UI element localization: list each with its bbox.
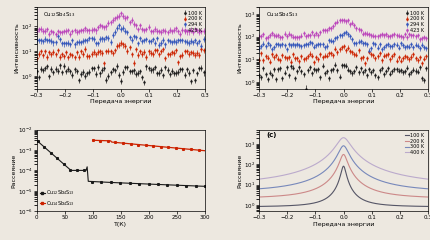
X-axis label: Передача энергии: Передача энергии bbox=[313, 222, 374, 227]
Y-axis label: Рассеяние: Рассеяние bbox=[237, 153, 243, 187]
300 K bbox=[380, 180, 385, 183]
Legend: 100 K, 200 K, 294 K, 423 K: 100 K, 200 K, 294 K, 423 K bbox=[182, 10, 203, 34]
400 K bbox=[379, 167, 384, 170]
200 K bbox=[277, 194, 282, 197]
200 K bbox=[380, 191, 385, 194]
300 K bbox=[257, 187, 262, 190]
400 K bbox=[380, 168, 385, 171]
400 K bbox=[425, 178, 430, 180]
100 K bbox=[363, 199, 368, 202]
X-axis label: Передача энергии: Передача энергии bbox=[90, 99, 151, 104]
100 K bbox=[312, 202, 317, 204]
100 K bbox=[257, 205, 262, 208]
300 K bbox=[323, 168, 329, 171]
Line: 100 K: 100 K bbox=[259, 166, 428, 206]
X-axis label: T(К): T(К) bbox=[114, 222, 127, 227]
200 K bbox=[425, 196, 430, 198]
400 K bbox=[257, 178, 262, 180]
Y-axis label: Рассеяние: Рассеяние bbox=[12, 153, 16, 187]
300 K bbox=[379, 180, 384, 182]
Text: Cu$_{14}$Sb$_4$S$_{13}$: Cu$_{14}$Sb$_4$S$_{13}$ bbox=[266, 10, 298, 18]
100 K bbox=[341, 165, 346, 168]
Legend: 100 K, 200 K, 300 K, 400 K: 100 K, 200 K, 300 K, 400 K bbox=[405, 132, 425, 156]
Legend: Cu$_{12}$Sb$_4$S$_{13}$, Cu$_{14}$Sb$_4$S$_{13}$: Cu$_{12}$Sb$_4$S$_{13}$, Cu$_{14}$Sb$_4$… bbox=[39, 188, 76, 209]
200 K bbox=[379, 191, 384, 193]
200 K bbox=[257, 196, 262, 198]
400 K bbox=[323, 156, 329, 158]
Legend: 100 K, 200 K, 294 K, 423 K: 100 K, 200 K, 294 K, 423 K bbox=[405, 10, 425, 34]
400 K bbox=[277, 174, 282, 177]
Text: Cu$_{12}$Sb$_4$S$_{13}$: Cu$_{12}$Sb$_4$S$_{13}$ bbox=[43, 10, 76, 18]
300 K bbox=[425, 187, 430, 190]
400 K bbox=[341, 136, 346, 139]
100 K bbox=[425, 205, 430, 208]
200 K bbox=[341, 153, 346, 156]
400 K bbox=[312, 163, 317, 166]
Line: 300 K: 300 K bbox=[259, 146, 428, 189]
Y-axis label: Интенсивность: Интенсивность bbox=[15, 23, 20, 73]
300 K bbox=[312, 176, 317, 179]
200 K bbox=[323, 181, 329, 184]
300 K bbox=[277, 185, 282, 188]
300 K bbox=[341, 144, 346, 147]
Line: 400 K: 400 K bbox=[259, 138, 428, 179]
400 K bbox=[363, 159, 368, 162]
Y-axis label: Интенсивность: Интенсивность bbox=[237, 23, 243, 73]
Line: 200 K: 200 K bbox=[259, 155, 428, 197]
200 K bbox=[312, 188, 317, 191]
100 K bbox=[277, 204, 282, 207]
100 K bbox=[379, 203, 384, 206]
X-axis label: Передача энергии: Передача энергии bbox=[313, 99, 374, 104]
100 K bbox=[323, 197, 329, 200]
100 K bbox=[380, 203, 385, 206]
200 K bbox=[363, 184, 368, 187]
300 K bbox=[363, 172, 368, 175]
Text: (c): (c) bbox=[266, 132, 276, 138]
